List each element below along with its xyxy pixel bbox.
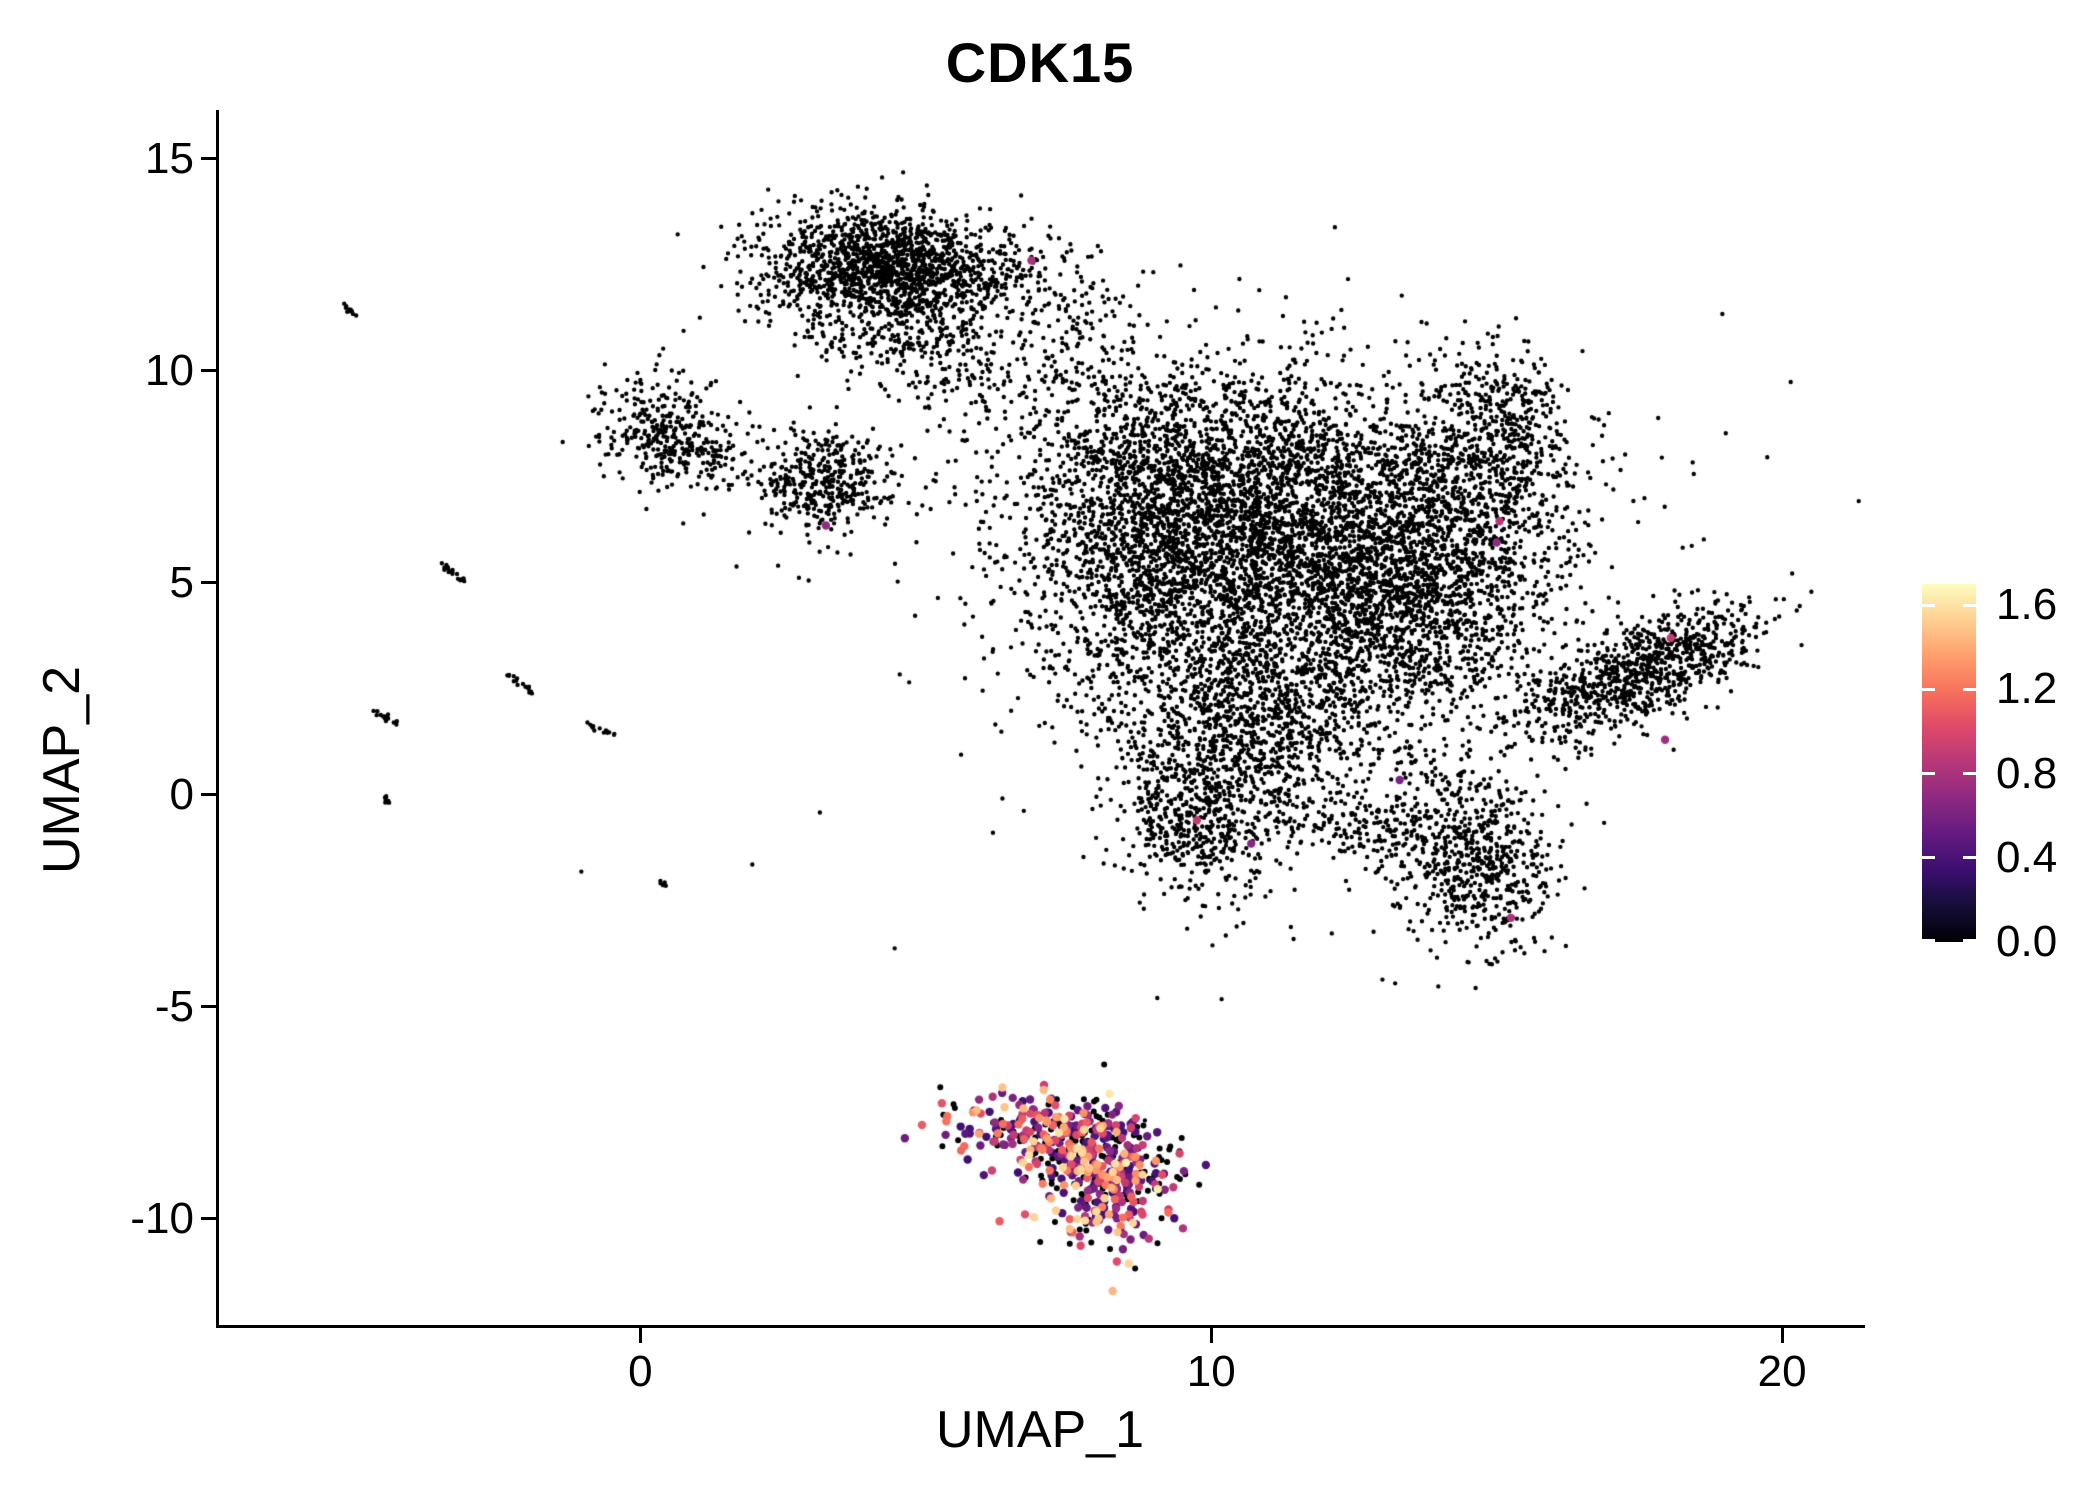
colorbar-tick-label: 1.6 xyxy=(1996,580,2058,630)
x-axis-tick-mark xyxy=(1209,1328,1213,1343)
x-tick-label: 10 xyxy=(1186,1347,1236,1396)
y-axis-tick-mark xyxy=(201,581,216,585)
y-axis-tick-mark xyxy=(201,157,216,161)
colorbar-tick-mark xyxy=(1922,603,1935,607)
x-axis-tick-mark xyxy=(638,1328,642,1343)
plot-title: CDK15 xyxy=(945,31,1135,94)
y-tick-label: 15 xyxy=(145,133,194,183)
colorbar-tick-mark xyxy=(1963,856,1976,860)
colorbar-tick-mark xyxy=(1963,687,1976,691)
colorbar-tick-label: 0.0 xyxy=(1996,917,2058,966)
colorbar-tick-label: 1.2 xyxy=(1996,664,2058,714)
colorbar-tick-mark xyxy=(1922,939,1935,942)
colorbar-tick-mark xyxy=(1963,772,1976,776)
y-tick-label: 10 xyxy=(145,345,194,395)
y-tick-label: 0 xyxy=(169,769,194,819)
colorbar-gradient xyxy=(1922,584,1976,942)
colorbar-tick-mark xyxy=(1922,687,1935,691)
colorbar-tick-label: 0.4 xyxy=(1996,832,2058,882)
colorbar-tick-mark xyxy=(1922,772,1935,776)
y-axis-tick-mark xyxy=(201,369,216,373)
expression-colorbar xyxy=(1922,584,1976,942)
x-axis-title: UMAP_1 xyxy=(935,1401,1145,1459)
colorbar-tick-mark xyxy=(1963,603,1976,607)
y-axis-tick-mark xyxy=(201,1005,216,1009)
y-tick-label: 5 xyxy=(169,557,194,607)
y-tick-label: -10 xyxy=(130,1193,194,1243)
colorbar-tick-mark xyxy=(1922,856,1935,860)
y-axis-tick-mark xyxy=(201,793,216,797)
x-axis-tick-mark xyxy=(1780,1328,1784,1343)
y-axis-line xyxy=(216,110,219,1328)
x-axis-line xyxy=(216,1325,1865,1328)
y-tick-label: -5 xyxy=(154,981,194,1031)
x-tick-label: 0 xyxy=(628,1347,653,1396)
colorbar-tick-label: 0.8 xyxy=(1996,748,2058,798)
x-tick-label: 20 xyxy=(1757,1347,1807,1396)
y-axis-tick-mark xyxy=(201,1217,216,1221)
y-axis-title: UMAP_2 xyxy=(33,665,91,875)
colorbar-tick-mark xyxy=(1963,939,1976,942)
